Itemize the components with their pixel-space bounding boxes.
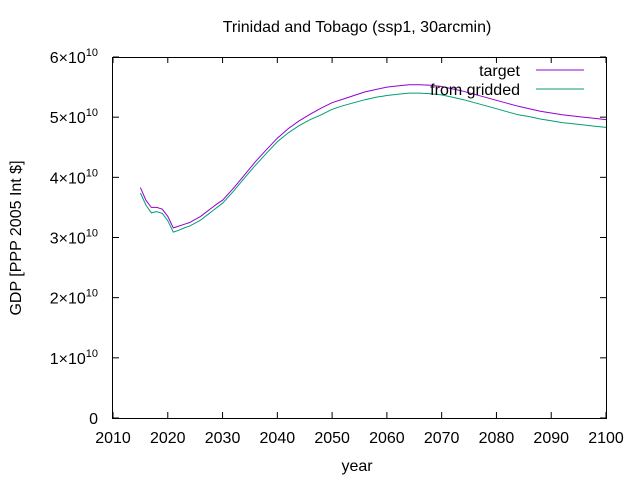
x-axis: 2010 2020 2030 2040 2050 2060 2070 2080 2090 2100 [95,57,624,447]
y-tick-mantissa: 1×10 [50,351,86,368]
chart-title: Trinidad and Tobago (ssp1, 30arcmin) [223,19,492,36]
x-tick-label: 2010 [95,430,131,447]
y-tick-exponent: 10 [86,288,98,300]
y-tick-exponent: 10 [86,348,98,360]
series-line-from-gridded [139,92,607,233]
series-layer [139,84,607,233]
legend-label: target [479,63,520,80]
x-tick-label: 2080 [479,430,515,447]
y-tick-label: 6×1010 [50,47,98,67]
y-tick-label: 5×1010 [50,107,98,127]
x-tick-label: 2020 [150,430,186,447]
x-tick-label: 2070 [424,430,460,447]
y-tick-mantissa: 5×10 [50,110,86,127]
legend: target from gridded [430,63,584,99]
y-tick-mantissa: 4×10 [50,170,86,187]
y-tick-label: 2×1010 [50,288,98,308]
x-tick-label: 2090 [533,430,569,447]
y-tick-label: 1×1010 [50,348,98,368]
y-axis-label: GDP [PPP 2005 Int $] [8,160,25,315]
x-tick-label: 2060 [369,430,405,447]
y-tick-exponent: 10 [86,47,98,59]
x-tick-label: 2100 [588,430,624,447]
y-tick-exponent: 10 [86,167,98,179]
x-tick-label: 2050 [314,430,350,447]
y-tick-label: 3×1010 [50,228,98,248]
x-tick-label: 2040 [260,430,296,447]
y-tick-label: 4×1010 [50,167,98,187]
plot-border [112,57,607,419]
x-axis-label: year [341,458,373,475]
y-tick-mantissa: 3×10 [50,231,86,248]
y-tick-exponent: 10 [86,107,98,119]
y-tick-label: 0 [89,411,98,428]
y-tick-mantissa: 0 [89,411,98,428]
series-line-target [139,84,607,229]
y-tick-mantissa: 6×10 [50,50,86,67]
x-tick-label: 2030 [205,430,241,447]
y-tick-mantissa: 2×10 [50,291,86,308]
y-tick-exponent: 10 [86,228,98,240]
legend-label: from gridded [430,82,520,99]
